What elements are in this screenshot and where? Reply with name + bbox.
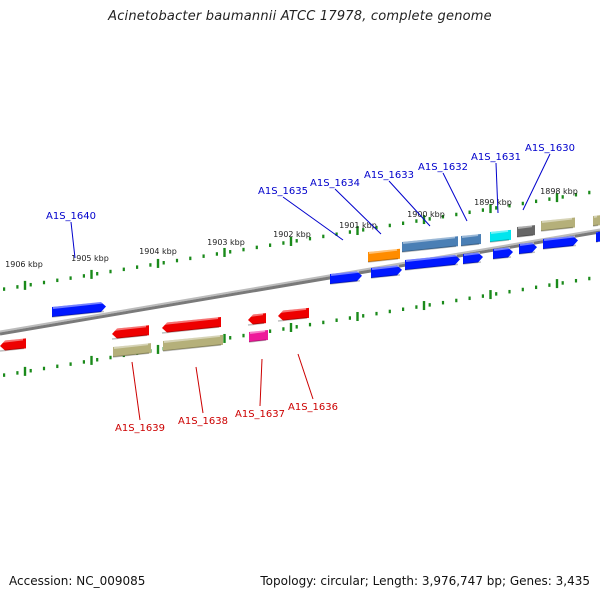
gene-A1S-1637-lower[interactable] xyxy=(248,330,268,343)
scale-label: 1903 kbp xyxy=(207,238,245,247)
gene-A1S-1630-lower[interactable] xyxy=(518,242,537,255)
gene-label-text: A1S_1634 xyxy=(310,178,360,189)
gene-A1S-1630[interactable] xyxy=(516,225,535,238)
gene-label-a1s-1636[interactable]: A1S_1636 xyxy=(288,353,338,413)
gene-A1S-1633-lower[interactable] xyxy=(404,254,460,271)
gene-A1S-1639-lower[interactable] xyxy=(112,343,151,358)
gene-label-a1s-1637[interactable]: A1S_1637 xyxy=(235,358,285,420)
gene-A1S-1640[interactable] xyxy=(51,301,106,318)
gene-A1S-1629[interactable] xyxy=(540,217,575,232)
gene-A1S-1638-lower[interactable] xyxy=(162,334,223,352)
scale-label: 1904 kbp xyxy=(139,247,177,256)
gene-label-a1s-1631[interactable]: A1S_1631 xyxy=(471,152,521,214)
scale-label: 1901 kbp xyxy=(339,221,377,230)
gene-edge-right-lower[interactable] xyxy=(595,231,600,243)
gene-label-text: A1S_1633 xyxy=(364,170,414,181)
gene-label-text: A1S_1635 xyxy=(258,186,308,197)
gene-label-a1s-1638[interactable]: A1S_1638 xyxy=(178,366,228,427)
gene-label-a1s-1639[interactable]: A1S_1639 xyxy=(115,361,165,434)
gene-label-text: A1S_1636 xyxy=(288,402,338,413)
gene-A1S-1629-lower[interactable] xyxy=(542,235,578,250)
gene-A1S-1636[interactable] xyxy=(277,307,309,322)
forward-tick-track xyxy=(3,190,591,291)
gene-label-text: A1S_1640 xyxy=(46,211,96,222)
accession-text: Accession: NC_009085 xyxy=(9,574,146,588)
scale-label: 1899 kbp xyxy=(474,198,512,207)
topology-text: Topology: circular; Length: 3,976,747 bp… xyxy=(260,574,590,588)
gene-label-text: A1S_1639 xyxy=(115,423,165,434)
gene-edge-right[interactable] xyxy=(592,215,600,227)
gene-A1S-1634-lower[interactable] xyxy=(370,264,402,279)
gene-label-text: A1S_1638 xyxy=(178,416,228,427)
reverse-tick-track xyxy=(3,276,591,377)
gene-A1S-1631-lower[interactable] xyxy=(492,246,513,260)
gene-edge-left[interactable] xyxy=(0,338,26,352)
genome-title: Acinetobacter baumannii ATCC 17978, comp… xyxy=(108,9,492,24)
scale-label: 1905 kbp xyxy=(71,254,109,263)
gene-label-a1s-1632[interactable]: A1S_1632 xyxy=(418,162,468,222)
gene-label-a1s-1635[interactable]: A1S_1635 xyxy=(258,186,344,241)
gene-A1S-1635-lower[interactable] xyxy=(329,270,362,285)
gene-label-a1s-1640[interactable]: A1S_1640 xyxy=(46,211,96,259)
gene-A1S-1638[interactable] xyxy=(161,316,221,334)
gene-A1S-1631[interactable] xyxy=(489,229,511,243)
scale-label: 1902 kbp xyxy=(273,230,311,239)
gene-label-a1s-1630[interactable]: A1S_1630 xyxy=(522,143,575,211)
gene-label-text: A1S_1630 xyxy=(525,143,575,154)
gene-label-text: A1S_1632 xyxy=(418,162,468,173)
gene-A1S-1632[interactable] xyxy=(460,233,481,247)
gene-label-a1s-1633[interactable]: A1S_1633 xyxy=(364,170,431,227)
gene-A1S-1633[interactable] xyxy=(401,236,458,253)
gene-A1S-1637[interactable] xyxy=(247,313,266,326)
gene-label-a1s-1634[interactable]: A1S_1634 xyxy=(310,178,382,235)
scale-label: 1906 kbp xyxy=(5,260,43,269)
gene-A1S-1639[interactable] xyxy=(111,325,149,340)
gene-label-text: A1S_1631 xyxy=(471,152,521,163)
gene-label-text: A1S_1637 xyxy=(235,409,285,420)
scale-label: 1900 kbp xyxy=(407,210,445,219)
gene-A1S-1634[interactable] xyxy=(367,248,400,263)
scale-label: 1898 kbp xyxy=(540,187,578,196)
gene-A1S-1632-lower[interactable] xyxy=(462,251,483,265)
